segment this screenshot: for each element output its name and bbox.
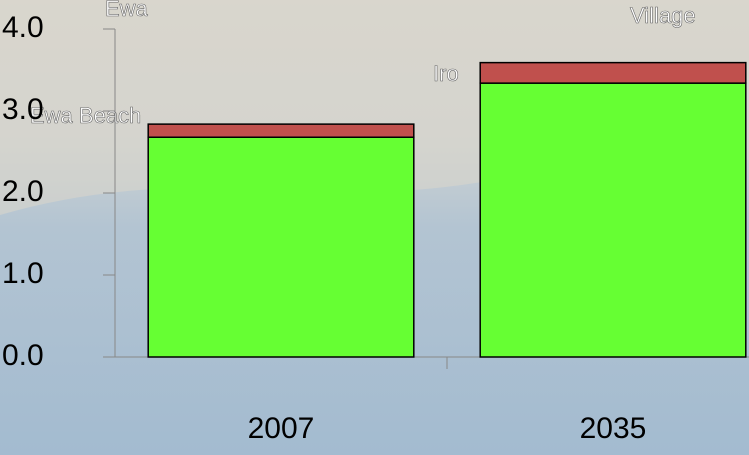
y-tick-label: 0.0 [2,339,44,372]
y-tick-label: 4.0 [2,11,44,44]
bar-segment [148,137,414,357]
map-label: Iro [433,61,459,86]
chart: Ewa Ewa Beach Village Iro 0.0 1.0 2.0 3.0 4.… [0,0,749,455]
map-label: Village [630,3,696,28]
bar-segment [480,63,746,83]
x-tick-label: 2035 [580,412,647,445]
y-tick-label: 3.0 [2,93,44,126]
map-label: Ewa Beach [30,103,141,128]
y-tick-label: 2.0 [2,175,44,208]
bar-segment [148,124,414,137]
bar-segment [480,83,746,357]
map-label: Ewa [105,0,149,21]
y-tick-label: 1.0 [2,257,44,290]
x-tick-label: 2007 [248,412,315,445]
